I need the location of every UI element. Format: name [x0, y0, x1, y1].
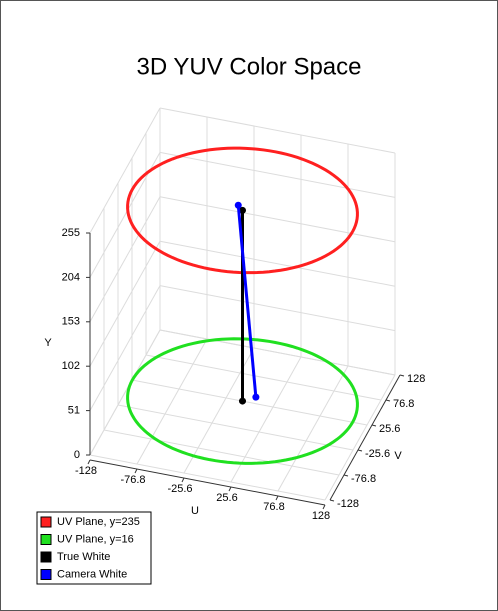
grid-line — [159, 107, 396, 154]
v-tick-label: 128 — [407, 373, 425, 385]
uv-circle — [126, 337, 359, 465]
u-tick — [228, 486, 232, 492]
u-tick-label: -128 — [75, 465, 97, 477]
legend-swatch — [40, 534, 52, 545]
legend-swatch — [40, 569, 52, 580]
legend-label: UV Plane, y=235 — [57, 516, 140, 528]
legend-swatch — [40, 551, 52, 563]
v-tick — [343, 474, 349, 477]
u-axis-label: U — [191, 505, 199, 517]
legend-swatch — [40, 516, 52, 528]
legend: UV Plane, y=235 UV Plane, y=16 True White C… — [36, 511, 152, 585]
grid-line — [89, 285, 161, 411]
uv-circle — [126, 146, 359, 275]
u-tick-label: -25.6 — [167, 483, 192, 495]
u-tick — [275, 495, 279, 501]
u-tick — [322, 504, 326, 510]
v-tick-label: 76.8 — [393, 398, 414, 410]
v-tick-label: 25.6 — [379, 423, 400, 435]
legend-label: True White — [57, 551, 110, 563]
u-axis — [89, 459, 326, 506]
y-tick-label: 255 — [62, 227, 80, 239]
y-tick-label: 153 — [62, 316, 80, 328]
white-point — [239, 397, 246, 405]
u-tick-label: 128 — [312, 510, 330, 522]
y-tick-label: 102 — [62, 360, 80, 372]
grid-line — [159, 151, 396, 198]
v-tick — [385, 399, 391, 402]
grid-line — [131, 379, 368, 426]
v-tick-label: -25.6 — [365, 448, 390, 460]
grid-line — [89, 329, 161, 456]
white-point — [252, 393, 260, 401]
grid-line — [145, 354, 382, 401]
grid-line — [89, 196, 161, 323]
v-tick — [357, 449, 363, 452]
grid-line — [159, 329, 396, 376]
grid-line — [324, 374, 396, 501]
u-tick — [134, 468, 138, 474]
grid-line — [136, 338, 208, 465]
grid-line — [103, 429, 340, 476]
legend-label: Camera White — [57, 568, 127, 580]
white-point — [239, 206, 246, 214]
grid-line — [89, 107, 161, 234]
v-tick — [371, 424, 377, 427]
v-tick-label: -76.8 — [351, 473, 376, 485]
v-axis-label: V — [394, 450, 402, 462]
y-tick-label: 204 — [62, 271, 80, 283]
v-axis — [329, 374, 401, 501]
y-tick-label: 0 — [74, 449, 80, 461]
v-tick — [329, 499, 335, 502]
chart-title: 3D YUV Color Space — [137, 53, 362, 80]
y-tick-label: 51 — [68, 405, 80, 417]
grid-line — [89, 454, 326, 501]
white-line — [236, 205, 258, 398]
grid-line — [89, 240, 161, 367]
grid-line — [230, 356, 302, 483]
legend-box — [36, 511, 152, 585]
grid-line — [159, 285, 396, 332]
grid-line — [159, 196, 396, 243]
grid-line — [277, 365, 349, 492]
white-point — [234, 201, 242, 209]
legend-label: UV Plane, y=16 — [57, 533, 134, 545]
v-tick-label: -128 — [337, 498, 359, 510]
u-tick — [87, 459, 91, 465]
grid-line — [159, 240, 396, 287]
u-tick-label: -76.8 — [120, 474, 145, 486]
y-axis-label: Y — [44, 337, 52, 349]
u-tick — [181, 477, 185, 483]
grid-line — [117, 404, 354, 451]
u-tick-label: 76.8 — [263, 501, 284, 513]
u-tick-label: 25.6 — [216, 492, 237, 504]
v-tick — [399, 374, 405, 377]
